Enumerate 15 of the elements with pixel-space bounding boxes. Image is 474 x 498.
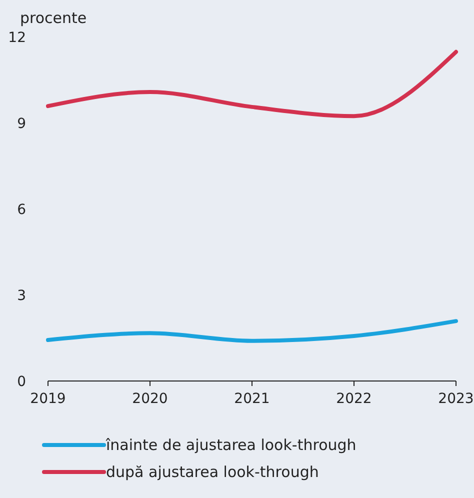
line-series	[46, 319, 458, 343]
line-series	[46, 50, 458, 118]
x-tick-label: 2020	[132, 391, 168, 407]
y-tick-label: 12	[8, 30, 26, 46]
y-axis-title: procente	[20, 9, 87, 27]
y-tick-label: 9	[17, 116, 26, 132]
x-tick-label: 2022	[336, 391, 372, 407]
y-tick-label: 6	[17, 202, 26, 218]
legend-label: înainte de ajustarea look-through	[105, 436, 356, 454]
y-tick-label: 3	[17, 288, 26, 304]
legend-label: după ajustarea look-through	[106, 463, 319, 481]
y-tick-label: 0	[17, 374, 26, 390]
x-tick-label: 2019	[30, 391, 66, 407]
x-tick-label: 2021	[234, 391, 270, 407]
x-tick-label: 2023	[438, 391, 474, 407]
